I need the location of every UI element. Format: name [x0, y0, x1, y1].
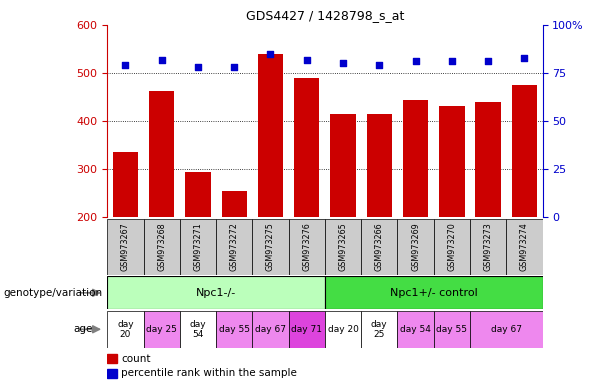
- Text: count: count: [121, 354, 151, 364]
- Bar: [439, 106, 465, 313]
- Text: day
20: day 20: [117, 319, 134, 339]
- Text: day 55: day 55: [219, 325, 249, 334]
- Bar: [294, 78, 319, 313]
- Text: day
54: day 54: [189, 319, 206, 339]
- Text: day 54: day 54: [400, 325, 431, 334]
- Bar: [216, 219, 253, 275]
- Bar: [433, 219, 470, 275]
- Bar: [325, 311, 361, 348]
- Bar: [367, 114, 392, 313]
- Bar: [325, 219, 361, 275]
- Bar: [397, 311, 433, 348]
- Bar: [107, 276, 325, 309]
- Text: Npc1+/- control: Npc1+/- control: [390, 288, 478, 298]
- Text: GSM973267: GSM973267: [121, 222, 130, 271]
- Text: GSM973266: GSM973266: [375, 222, 384, 271]
- Bar: [253, 311, 289, 348]
- Text: GSM973269: GSM973269: [411, 222, 420, 271]
- Text: GSM973271: GSM973271: [194, 222, 202, 271]
- Bar: [143, 219, 180, 275]
- Bar: [253, 219, 289, 275]
- Bar: [143, 311, 180, 348]
- Text: Npc1-/-: Npc1-/-: [196, 288, 236, 298]
- Text: GSM973275: GSM973275: [266, 222, 275, 271]
- Bar: [216, 311, 253, 348]
- Bar: [113, 152, 138, 313]
- Bar: [470, 311, 543, 348]
- Point: [302, 56, 311, 63]
- Text: day 67: day 67: [255, 325, 286, 334]
- Text: day
25: day 25: [371, 319, 387, 339]
- Bar: [470, 219, 506, 275]
- Bar: [330, 114, 356, 313]
- Text: genotype/variation: genotype/variation: [3, 288, 102, 298]
- Text: GSM973274: GSM973274: [520, 222, 529, 271]
- Point: [447, 58, 457, 65]
- Point: [157, 56, 167, 63]
- Bar: [107, 369, 117, 378]
- Bar: [512, 85, 537, 313]
- Text: day 55: day 55: [436, 325, 467, 334]
- Bar: [476, 102, 501, 313]
- Point: [519, 55, 529, 61]
- Bar: [221, 190, 247, 313]
- Bar: [361, 219, 397, 275]
- Bar: [107, 219, 143, 275]
- Text: GSM973268: GSM973268: [157, 222, 166, 271]
- Text: percentile rank within the sample: percentile rank within the sample: [121, 368, 297, 378]
- Text: age: age: [74, 324, 93, 334]
- Bar: [433, 311, 470, 348]
- Bar: [289, 219, 325, 275]
- Text: GSM973272: GSM973272: [230, 222, 238, 271]
- Bar: [361, 311, 397, 348]
- Point: [229, 64, 239, 70]
- Point: [338, 60, 348, 66]
- Text: GSM973276: GSM973276: [302, 222, 311, 271]
- Bar: [397, 219, 433, 275]
- Bar: [107, 354, 117, 363]
- Point: [265, 51, 275, 57]
- Point: [375, 62, 384, 68]
- Point: [193, 64, 203, 70]
- Bar: [325, 276, 543, 309]
- Bar: [107, 311, 143, 348]
- Title: GDS4427 / 1428798_s_at: GDS4427 / 1428798_s_at: [246, 9, 404, 22]
- Bar: [506, 219, 543, 275]
- Bar: [289, 311, 325, 348]
- Point: [483, 58, 493, 65]
- Bar: [258, 54, 283, 313]
- Point: [411, 58, 421, 65]
- Bar: [185, 172, 211, 313]
- Point: [121, 62, 131, 68]
- Text: GSM973273: GSM973273: [484, 222, 493, 271]
- Text: day 67: day 67: [491, 325, 522, 334]
- Text: day 71: day 71: [291, 325, 322, 334]
- Bar: [180, 219, 216, 275]
- Text: day 25: day 25: [147, 325, 177, 334]
- Bar: [180, 311, 216, 348]
- Bar: [403, 100, 428, 313]
- Text: GSM973265: GSM973265: [338, 222, 348, 271]
- Text: day 20: day 20: [327, 325, 359, 334]
- Bar: [149, 91, 174, 313]
- Text: GSM973270: GSM973270: [447, 222, 456, 271]
